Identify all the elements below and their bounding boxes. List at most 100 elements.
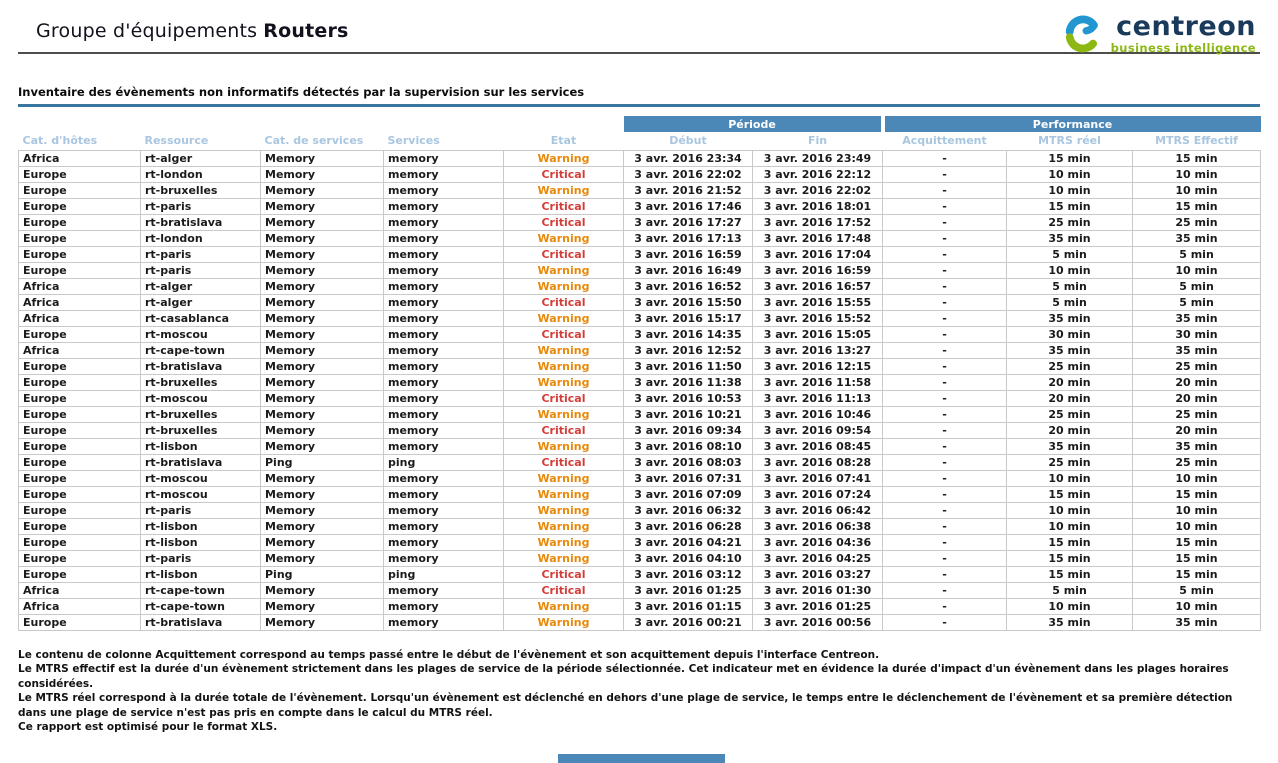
cell-mtrs-real: 35 min [1006, 613, 1134, 631]
cell-mtrs-real: 25 min [1006, 357, 1134, 375]
cell-service: memory [383, 277, 504, 295]
cell-service: memory [383, 293, 504, 311]
cell-service-category: Memory [260, 309, 384, 327]
cell-resource: rt-paris [140, 501, 261, 519]
cell-service: memory [383, 229, 504, 247]
table-row: Europe rt-bruxelles Memory memory Warning 3 a… [18, 405, 1262, 423]
table-row: Europe rt-bratislava Memory memory Critical 3… [18, 213, 1262, 231]
cell-acknowledgement: - [882, 485, 1008, 503]
cell-service: memory [383, 597, 504, 615]
cell-host-category: Europe [18, 421, 141, 439]
cell-state: Warning [503, 485, 624, 503]
cell-state: Critical [503, 165, 624, 183]
cell-mtrs-effective: 10 min [1132, 181, 1262, 199]
cell-host-category: Europe [18, 213, 141, 231]
cell-mtrs-effective: 15 min [1132, 485, 1262, 503]
cell-host-category: Europe [18, 245, 141, 263]
cell-acknowledgement: - [882, 389, 1008, 407]
cell-service: memory [383, 469, 504, 487]
title-prefix: Groupe d'équipements [36, 20, 258, 42]
cell-mtrs-real: 15 min [1006, 549, 1134, 567]
logo-tagline: business intelligence [1110, 41, 1256, 55]
cell-mtrs-real: 10 min [1006, 501, 1134, 519]
cell-mtrs-effective: 25 min [1132, 357, 1262, 375]
cell-state: Critical [503, 197, 624, 215]
cell-state: Critical [503, 421, 624, 439]
cell-state: Warning [503, 277, 624, 295]
cell-start: 3 avr. 2016 00:21 [623, 613, 753, 631]
cell-state: Warning [503, 517, 624, 535]
cell-end: 3 avr. 2016 07:41 [751, 469, 884, 487]
cell-host-category: Europe [18, 325, 141, 343]
cell-end: 3 avr. 2016 00:56 [751, 613, 884, 631]
logo-wordmark: centreon business intelligence [1110, 11, 1256, 56]
cell-service: ping [383, 565, 504, 583]
cell-state: Warning [503, 613, 624, 631]
cell-service-category: Ping [260, 453, 384, 471]
group-header-periode: Période [623, 116, 883, 132]
cell-state: Warning [503, 597, 624, 615]
cell-mtrs-effective: 25 min [1132, 405, 1262, 423]
cell-resource: rt-bratislava [140, 613, 261, 631]
table-row: Africa rt-cape-town Memory memory Critical 3 … [18, 581, 1262, 599]
column-header-mtrs-effective: MTRS Effectif [1155, 134, 1238, 148]
cell-mtrs-real: 15 min [1006, 485, 1134, 503]
cell-resource: rt-paris [140, 245, 261, 263]
cell-service-category: Memory [260, 341, 384, 359]
cell-state: Warning [503, 373, 624, 391]
cell-resource: rt-moscou [140, 469, 261, 487]
group-header-empty [19, 116, 624, 132]
group-header-row: Période Performance [19, 116, 1261, 132]
cell-end: 3 avr. 2016 17:48 [751, 229, 884, 247]
cell-start: 3 avr. 2016 10:21 [623, 405, 753, 423]
column-header-end: Fin [807, 134, 828, 148]
cell-state: Critical [503, 293, 624, 311]
cell-mtrs-effective: 10 min [1132, 597, 1262, 615]
cell-mtrs-real: 10 min [1006, 517, 1134, 535]
cell-end: 3 avr. 2016 10:46 [751, 405, 884, 423]
cell-end: 3 avr. 2016 22:02 [751, 181, 884, 199]
cell-end: 3 avr. 2016 18:01 [751, 197, 884, 215]
cell-mtrs-effective: 35 min [1132, 613, 1262, 631]
cell-service: memory [383, 389, 504, 407]
cell-acknowledgement: - [882, 309, 1008, 327]
cell-acknowledgement: - [882, 581, 1008, 599]
cell-mtrs-effective: 10 min [1132, 517, 1262, 535]
cell-service: memory [383, 501, 504, 519]
cell-resource: rt-london [140, 229, 261, 247]
centreon-swirl-icon [1061, 12, 1105, 56]
cell-start: 3 avr. 2016 01:25 [623, 581, 753, 599]
cell-resource: rt-bruxelles [140, 373, 261, 391]
table-row: Europe rt-bruxelles Memory memory Warning 3 a… [18, 373, 1262, 391]
cell-start: 3 avr. 2016 17:27 [623, 213, 753, 231]
cell-acknowledgement: - [882, 245, 1008, 263]
cell-end: 3 avr. 2016 17:04 [751, 245, 884, 263]
cell-resource: rt-london [140, 165, 261, 183]
cell-service-category: Memory [260, 405, 384, 423]
cell-mtrs-real: 30 min [1006, 325, 1134, 343]
cell-acknowledgement: - [882, 533, 1008, 551]
cell-end: 3 avr. 2016 03:27 [751, 565, 884, 583]
logo-brand: centreon [1116, 11, 1256, 42]
column-header-mtrs-real: MTRS réel [1038, 134, 1101, 148]
cell-service-category: Memory [260, 197, 384, 215]
cell-acknowledgement: - [882, 437, 1008, 455]
cell-resource: rt-moscou [140, 325, 261, 343]
cell-mtrs-effective: 5 min [1132, 245, 1262, 263]
cell-start: 3 avr. 2016 22:02 [623, 165, 753, 183]
cell-mtrs-effective: 5 min [1132, 581, 1262, 599]
cell-mtrs-effective: 15 min [1132, 565, 1262, 583]
cell-start: 3 avr. 2016 03:12 [623, 565, 753, 583]
cell-acknowledgement: - [882, 373, 1008, 391]
table-row: Europe rt-london Memory memory Critical 3 avr… [18, 165, 1262, 183]
cell-mtrs-real: 10 min [1006, 261, 1134, 279]
cell-mtrs-real: 15 min [1006, 565, 1134, 583]
cell-end: 3 avr. 2016 09:54 [751, 421, 884, 439]
cell-mtrs-real: 5 min [1006, 245, 1134, 263]
cell-resource: rt-paris [140, 261, 261, 279]
cell-service-category: Memory [260, 357, 384, 375]
cell-host-category: Europe [18, 517, 141, 535]
cell-service: memory [383, 309, 504, 327]
cell-acknowledgement: - [882, 277, 1008, 295]
cell-mtrs-effective: 10 min [1132, 165, 1262, 183]
